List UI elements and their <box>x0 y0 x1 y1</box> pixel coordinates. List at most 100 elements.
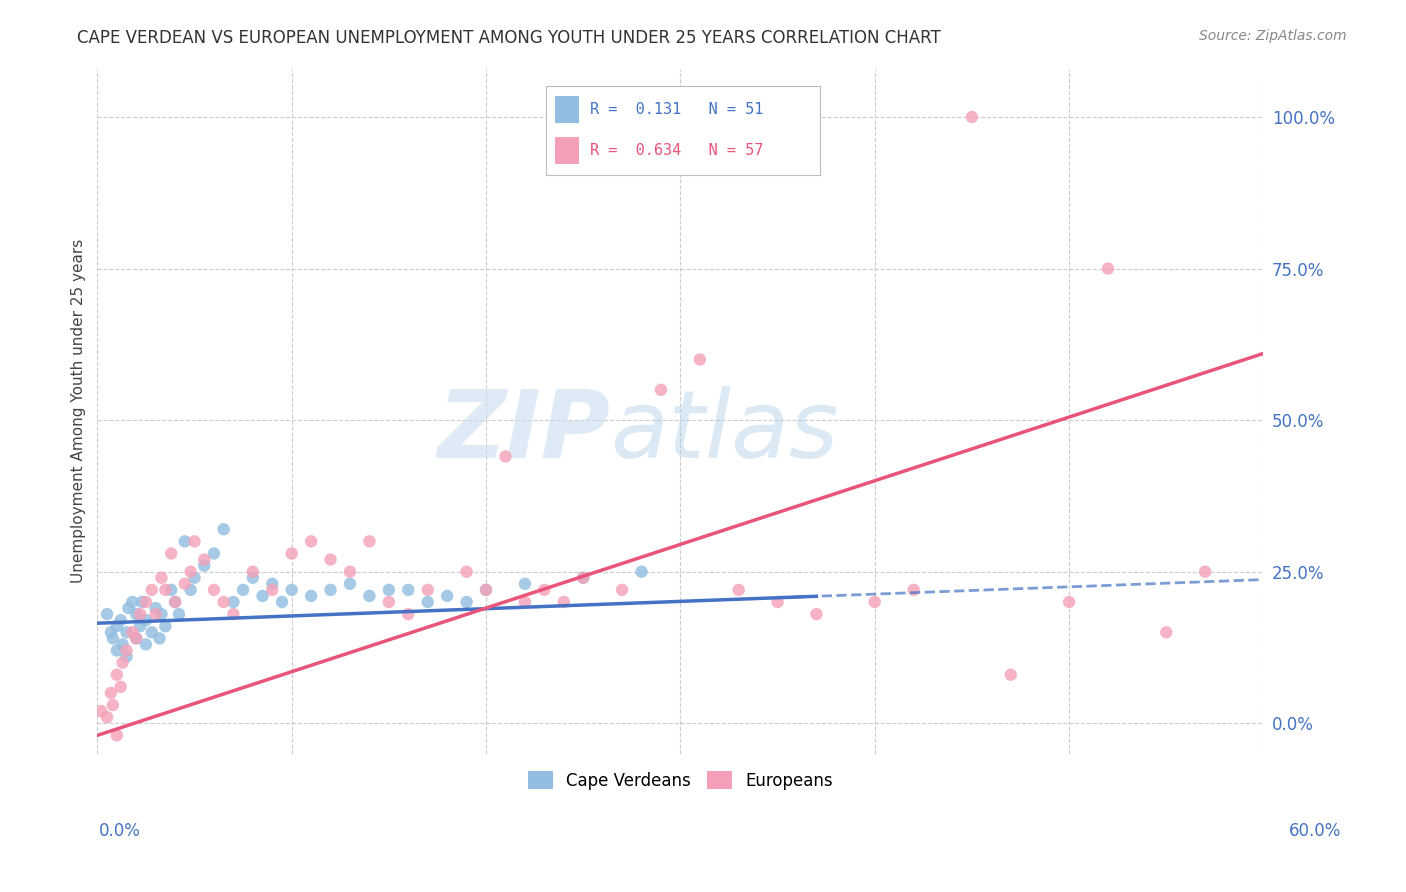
Point <box>135 637 157 651</box>
Point <box>650 383 672 397</box>
Point <box>1154 625 1177 640</box>
Text: Source: ZipAtlas.com: Source: ZipAtlas.com <box>1199 29 1347 43</box>
Point <box>262 582 284 597</box>
Point <box>456 565 478 579</box>
Point <box>145 601 167 615</box>
Point <box>173 534 195 549</box>
Point <box>111 656 134 670</box>
Point <box>117 601 139 615</box>
Point <box>131 595 153 609</box>
Point <box>110 680 132 694</box>
Point <box>806 607 828 621</box>
Point <box>456 595 478 609</box>
Point <box>167 607 190 621</box>
Text: 60.0%: 60.0% <box>1288 822 1341 840</box>
Point <box>212 522 235 536</box>
Point <box>1000 667 1022 681</box>
Point <box>232 582 254 597</box>
Point <box>242 571 264 585</box>
Point <box>689 352 711 367</box>
Point <box>183 571 205 585</box>
Point <box>1097 261 1119 276</box>
Point <box>101 632 124 646</box>
Point <box>396 607 419 621</box>
Point <box>319 552 342 566</box>
Point <box>150 607 173 621</box>
Point <box>145 607 167 621</box>
Point <box>96 710 118 724</box>
Point <box>100 686 122 700</box>
Point <box>475 582 498 597</box>
Point <box>630 565 652 579</box>
Point <box>553 595 575 609</box>
Point <box>299 534 322 549</box>
Point <box>183 534 205 549</box>
Point <box>396 582 419 597</box>
Point <box>101 698 124 712</box>
Point <box>105 619 128 633</box>
Point <box>242 565 264 579</box>
Point <box>155 619 177 633</box>
Point <box>222 595 245 609</box>
Point <box>378 582 401 597</box>
Point <box>173 576 195 591</box>
Point <box>359 589 381 603</box>
Point <box>125 607 148 621</box>
Point <box>863 595 886 609</box>
Point <box>180 565 202 579</box>
Point <box>100 625 122 640</box>
Point <box>513 595 536 609</box>
Point <box>135 595 157 609</box>
Point <box>252 589 274 603</box>
Point <box>125 632 148 646</box>
Point <box>222 607 245 621</box>
Point <box>572 571 595 585</box>
Point <box>212 595 235 609</box>
Point <box>135 613 157 627</box>
Point <box>121 595 143 609</box>
Point <box>766 595 789 609</box>
Point <box>110 613 132 627</box>
Point <box>359 534 381 549</box>
Point <box>416 595 439 609</box>
Point <box>105 728 128 742</box>
Point <box>150 571 173 585</box>
Text: 0.0%: 0.0% <box>98 822 141 840</box>
Point <box>165 595 187 609</box>
Point <box>115 625 138 640</box>
Point <box>572 571 595 585</box>
Y-axis label: Unemployment Among Youth under 25 years: Unemployment Among Youth under 25 years <box>72 239 86 583</box>
Point <box>339 576 361 591</box>
Point <box>280 582 302 597</box>
Point <box>115 649 138 664</box>
Point <box>90 704 112 718</box>
Point <box>475 582 498 597</box>
Point <box>202 582 225 597</box>
Point <box>1194 565 1216 579</box>
Point <box>121 625 143 640</box>
Point <box>319 582 342 597</box>
Point <box>960 110 983 124</box>
Text: atlas: atlas <box>610 386 838 477</box>
Point <box>262 576 284 591</box>
Point <box>339 565 361 579</box>
Point <box>513 576 536 591</box>
Point <box>378 595 401 609</box>
Point <box>193 558 215 573</box>
Point <box>436 589 458 603</box>
Point <box>299 589 322 603</box>
Point <box>160 582 183 597</box>
Point <box>148 632 170 646</box>
Point <box>125 632 148 646</box>
Point <box>115 643 138 657</box>
Point <box>180 582 202 597</box>
Point <box>202 547 225 561</box>
Point <box>280 547 302 561</box>
Point <box>903 582 925 597</box>
Point <box>416 582 439 597</box>
Point <box>129 619 152 633</box>
Point <box>96 607 118 621</box>
Point <box>271 595 294 609</box>
Point <box>495 450 517 464</box>
Legend: Cape Verdeans, Europeans: Cape Verdeans, Europeans <box>520 764 839 797</box>
